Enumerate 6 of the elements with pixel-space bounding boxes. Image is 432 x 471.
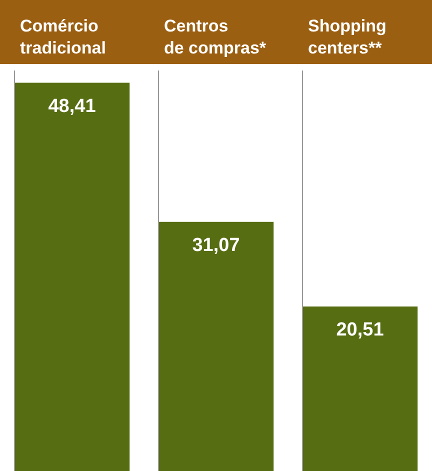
data-label: 20,51	[336, 320, 384, 341]
x-tick-label: Centros de compras*	[164, 16, 266, 58]
x-tick-label: Shopping centers**	[308, 16, 386, 58]
x-tick-label: Comércio tradicional	[20, 16, 106, 58]
data-label: 48,41	[48, 96, 96, 117]
data-label: 31,07	[192, 234, 240, 256]
